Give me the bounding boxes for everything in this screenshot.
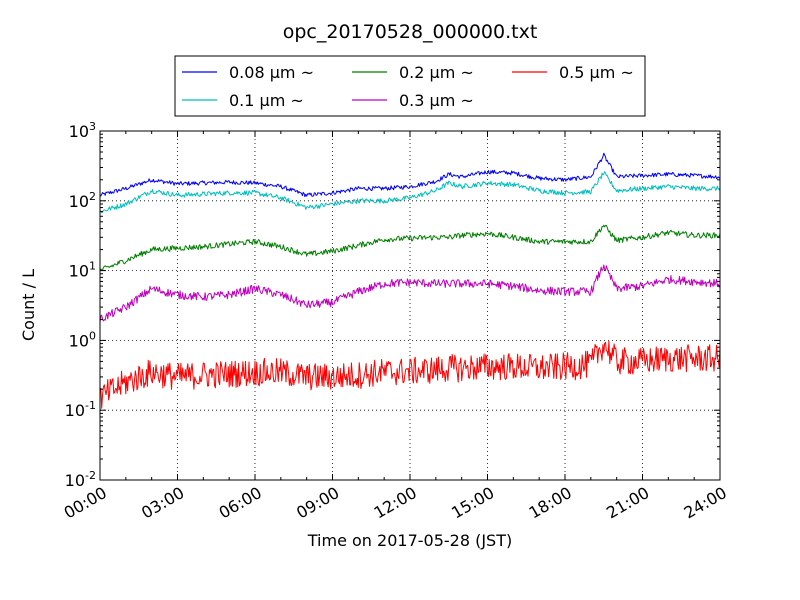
y-tick-label: 102 — [69, 190, 96, 211]
x-tick-label: 18:00 — [526, 483, 575, 523]
x-tick-label: 21:00 — [603, 483, 652, 523]
y-axis-label: Count / L — [19, 269, 38, 341]
x-tick-label: 12:00 — [371, 483, 420, 523]
series-line — [99, 264, 721, 323]
legend-label: 0.08 μm ~ — [229, 63, 314, 82]
axis-ticks — [99, 130, 721, 481]
x-tick-label: 09:00 — [293, 483, 342, 523]
series-line — [99, 152, 721, 198]
y-tick-label: 103 — [69, 120, 96, 141]
series-line — [99, 224, 721, 271]
legend-label: 0.5 μm ~ — [559, 63, 634, 82]
chart-title: opc_20170528_000000.txt — [283, 21, 538, 43]
x-tick-label: 03:00 — [138, 483, 187, 523]
y-tick-label: 10-1 — [65, 399, 96, 420]
legend: 0.08 μm ~ 0.1 μm ~ 0.2 μm ~ 0.3 μm ~ 0.5 μm … — [174, 55, 646, 117]
y-tick-labels: 10-2 10-1 100 101 102 103 — [65, 120, 96, 490]
x-axis-label: Time on 2017-05-28 (JST) — [307, 531, 512, 550]
y-tick-label: 100 — [69, 329, 96, 350]
y-tick-label: 10-2 — [65, 469, 96, 490]
x-tick-label: 06:00 — [216, 483, 265, 523]
legend-label: 0.3 μm ~ — [399, 91, 474, 110]
series-line — [99, 171, 721, 214]
y-tick-label: 101 — [69, 260, 96, 281]
series-lines — [99, 152, 721, 409]
legend-box — [174, 55, 646, 117]
legend-label: 0.1 μm ~ — [229, 91, 304, 110]
series-line — [99, 340, 721, 409]
legend-label: 0.2 μm ~ — [399, 63, 474, 82]
grid-lines — [100, 131, 720, 480]
x-tick-label: 24:00 — [681, 483, 730, 523]
x-tick-labels: 00:00 03:00 06:00 09:00 12:00 15:00 18:00 21:00… — [61, 483, 730, 523]
x-tick-label: 15:00 — [448, 483, 497, 523]
